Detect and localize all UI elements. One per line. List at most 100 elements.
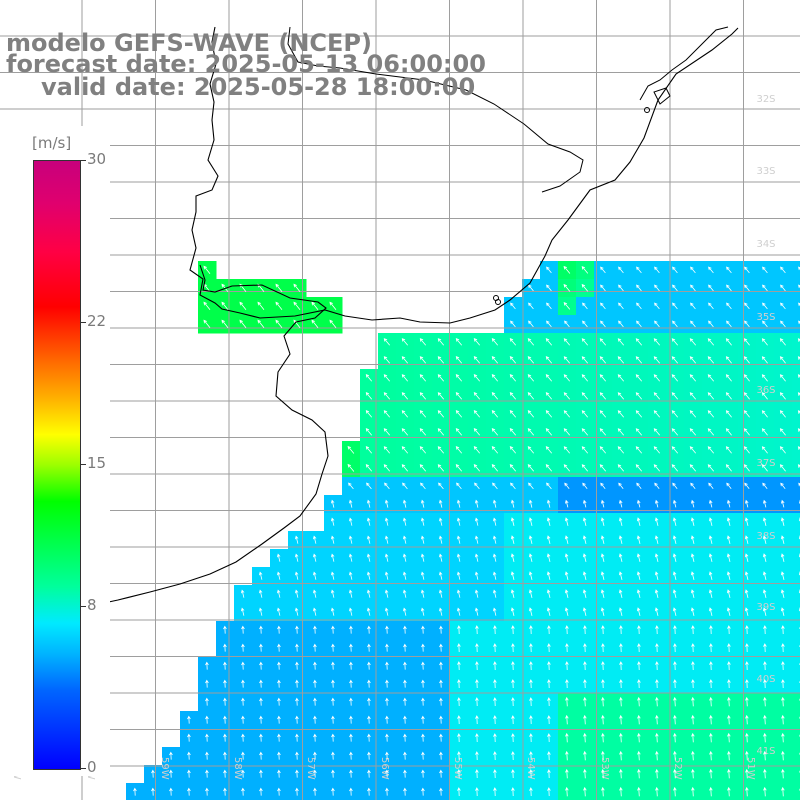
wind-arrow — [223, 661, 227, 670]
wind-arrow — [709, 786, 713, 797]
wind-arrow — [727, 750, 731, 761]
wind-arrow — [797, 374, 800, 378]
wind-arrow — [582, 482, 588, 489]
wind-arrow — [493, 697, 497, 707]
wind-arrow — [781, 732, 785, 743]
wind-arrow — [601, 625, 605, 635]
wind-arrow — [456, 535, 461, 544]
wind-arrow — [473, 374, 481, 382]
wind-arrow — [491, 338, 499, 346]
wind-arrow — [241, 733, 245, 742]
wind-arrow — [619, 696, 623, 707]
wind-arrow — [509, 338, 517, 346]
wind-arrow — [601, 732, 605, 743]
wind-arrow — [581, 410, 589, 418]
wind-arrow — [672, 284, 678, 292]
wind-arrow — [438, 553, 443, 562]
wind-arrow — [761, 446, 768, 454]
wind-arrow — [743, 428, 750, 436]
wind-arrow — [401, 428, 409, 436]
wind-arrow — [655, 625, 659, 635]
wind-arrow — [781, 625, 785, 635]
wind-arrow — [600, 553, 605, 562]
wind-arrow — [743, 338, 750, 346]
wind-arrow — [205, 697, 209, 706]
wind-arrow — [547, 643, 551, 653]
wind-arrow — [600, 535, 605, 544]
wind-arrow — [565, 661, 569, 671]
wind-arrow — [510, 517, 515, 526]
wind-arrow — [383, 464, 391, 472]
wind-arrow — [691, 696, 695, 707]
speed-cell — [792, 747, 800, 766]
wind-arrow — [637, 661, 641, 671]
wind-arrow — [582, 535, 587, 544]
wind-arrow — [744, 571, 749, 580]
wind-arrow — [762, 535, 767, 544]
wind-arrow — [367, 787, 371, 796]
wind-arrow — [797, 428, 800, 432]
colorbar-unit-label: [m/s] — [32, 134, 72, 152]
wind-arrow — [599, 464, 607, 472]
wind-arrow — [546, 571, 551, 580]
wind-arrow — [331, 733, 335, 742]
wind-arrow — [295, 769, 299, 778]
wind-arrow — [491, 374, 499, 382]
wind-arrow — [439, 643, 443, 652]
wind-arrow — [601, 661, 605, 671]
wind-arrow — [691, 714, 695, 725]
wind-arrow — [473, 356, 481, 364]
wind-arrow — [511, 751, 515, 761]
wind-arrow — [294, 535, 299, 544]
wind-arrow — [637, 625, 641, 635]
wind-arrow — [691, 499, 695, 508]
wind-arrow — [241, 625, 245, 634]
wind-arrow — [385, 679, 389, 688]
wind-arrow — [709, 714, 713, 725]
wind-arrow — [709, 625, 713, 635]
wind-arrow — [618, 553, 623, 562]
wind-arrow — [528, 571, 533, 580]
wind-arrow — [707, 356, 715, 364]
wind-arrow — [726, 320, 732, 328]
wind-arrow — [709, 499, 713, 508]
wind-arrow — [726, 535, 731, 544]
wind-arrow — [673, 750, 677, 761]
lat-label: 35S — [756, 312, 775, 323]
wind-arrow — [673, 679, 677, 689]
wind-arrow — [438, 589, 443, 598]
wind-arrow — [565, 750, 569, 761]
wind-arrow — [654, 320, 660, 328]
speed-cell — [792, 603, 800, 622]
wind-arrow — [653, 374, 661, 382]
wind-arrow — [421, 787, 425, 796]
wind-arrow — [223, 697, 227, 706]
wind-arrow — [653, 356, 661, 364]
wind-arrow — [474, 607, 479, 616]
wind-arrow — [349, 715, 353, 724]
wind-arrow — [583, 732, 587, 743]
wind-arrow — [726, 482, 732, 489]
wind-arrow — [223, 643, 227, 652]
wind-arrow — [312, 553, 317, 562]
wind-arrow — [313, 697, 317, 706]
wind-arrow — [492, 499, 497, 508]
wind-arrow — [547, 715, 551, 725]
wind-arrow — [437, 338, 445, 346]
wind-arrow — [455, 410, 463, 418]
wind-arrow — [295, 697, 299, 706]
wind-arrow — [619, 679, 623, 689]
wind-arrow — [241, 697, 245, 706]
wind-arrow — [726, 517, 731, 526]
wind-arrow — [619, 661, 623, 671]
speed-cell — [792, 567, 800, 586]
speed-cell — [792, 423, 800, 442]
wind-arrow — [457, 751, 461, 761]
wind-arrow — [654, 302, 660, 310]
wind-arrow — [223, 769, 227, 778]
wind-arrow — [618, 266, 624, 274]
wind-arrow — [365, 392, 373, 400]
wind-arrow — [475, 661, 479, 671]
wind-arrow — [241, 715, 245, 724]
